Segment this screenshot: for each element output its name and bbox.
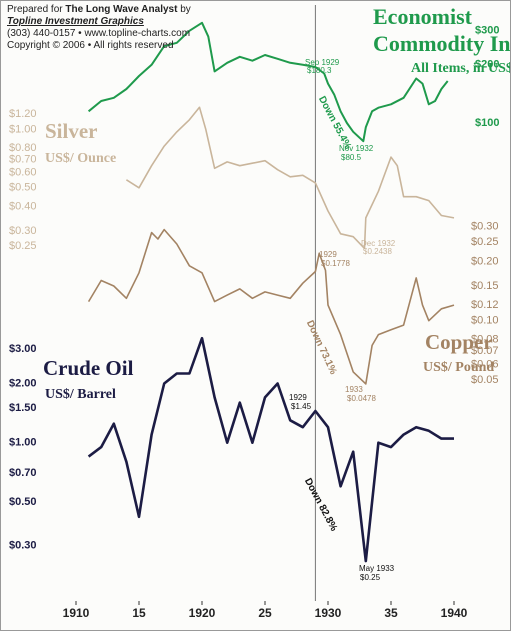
panel-title: Copper xyxy=(425,330,493,354)
x-tick-label: 15 xyxy=(132,606,146,620)
y-tick-label: $100 xyxy=(475,117,499,129)
y-tick-label: $1.50 xyxy=(9,402,37,414)
y-tick-label: $0.70 xyxy=(9,153,37,165)
y-tick-label: $0.70 xyxy=(9,467,37,479)
company: Topline Investment Graphics xyxy=(7,16,191,28)
y-tick-label: $3.00 xyxy=(9,343,37,355)
y-tick-label: $0.30 xyxy=(9,225,37,237)
x-tick-label: 25 xyxy=(258,606,272,620)
y-tick-label: $300 xyxy=(475,25,499,37)
publication: The Long Wave Analyst xyxy=(65,4,178,15)
y-tick-label: $0.80 xyxy=(9,142,37,154)
y-tick-label: $0.25 xyxy=(9,240,37,252)
y-tick-label: $1.00 xyxy=(9,437,37,449)
panel-subtitle: US$/ Pound xyxy=(423,360,494,375)
series-line xyxy=(87,21,449,143)
header: Prepared for The Long Wave Analyst by To… xyxy=(7,4,191,52)
y-tick-label: $0.50 xyxy=(9,496,37,508)
annotation: 1933 xyxy=(345,385,363,394)
annotation: Nov 1932 xyxy=(339,144,374,153)
annotation: Down 82.8% xyxy=(302,476,339,533)
y-tick-label: $2.00 xyxy=(9,377,37,389)
y-tick-label: $0.06 xyxy=(471,358,499,370)
annotation: $0.0478 xyxy=(347,394,376,403)
annotation: $0.2438 xyxy=(363,247,392,256)
panel-subtitle: All Items, in US$ xyxy=(411,61,510,76)
series-line xyxy=(125,106,455,250)
y-tick-label: $0.10 xyxy=(471,315,499,327)
x-tick-label: 1920 xyxy=(189,606,216,620)
x-tick-label: 35 xyxy=(384,606,398,620)
panel-title: Silver xyxy=(45,119,98,143)
annotation: 1929 xyxy=(319,250,337,259)
y-tick-label: $0.50 xyxy=(9,182,37,194)
y-tick-label: $0.20 xyxy=(471,255,499,267)
y-tick-label: $0.12 xyxy=(471,299,499,311)
y-tick-label: $0.05 xyxy=(471,374,499,386)
y-tick-label: $0.30 xyxy=(9,539,37,551)
annotation: Dec 1932 xyxy=(361,239,396,248)
annotation: $80.5 xyxy=(341,153,362,162)
series-line xyxy=(87,336,454,563)
y-tick-label: $0.30 xyxy=(471,221,499,233)
panel-title: Crude Oil xyxy=(43,356,134,380)
annotation: $180.3 xyxy=(307,66,332,75)
annotation: Down 73.1% xyxy=(304,319,339,377)
y-tick-label: $200 xyxy=(475,59,499,71)
annotation: Sep 1929 xyxy=(305,58,340,67)
panel-subtitle: US$/ Ounce xyxy=(45,151,116,166)
header-line: Prepared for The Long Wave Analyst by xyxy=(7,4,191,16)
annotation: $1.45 xyxy=(291,402,312,411)
y-tick-label: $1.20 xyxy=(9,108,37,120)
header-text: Prepared for xyxy=(7,4,63,15)
series-line xyxy=(87,228,455,385)
y-tick-label: $0.25 xyxy=(471,236,499,248)
y-tick-label: $0.40 xyxy=(9,201,37,213)
y-tick-label: $0.60 xyxy=(9,166,37,178)
y-tick-label: $1.00 xyxy=(9,123,37,135)
y-tick-label: $0.15 xyxy=(471,280,499,292)
contact: (303) 440-0157 • www.topline-charts.com xyxy=(7,28,191,39)
company-name: Topline Investment Graphics xyxy=(7,16,144,27)
x-tick-label: 1940 xyxy=(441,606,468,620)
header-text: by xyxy=(180,4,191,15)
panel-title: Economist xyxy=(373,4,473,29)
annotation: 1929 xyxy=(289,393,307,402)
y-tick-label: $0.07 xyxy=(471,345,499,357)
y-tick-label: $0.08 xyxy=(471,334,499,346)
panel-title: Commodity Index xyxy=(373,31,510,56)
annotation: May 1933 xyxy=(359,564,395,573)
copyright: Copyright © 2006 • All rights reserved xyxy=(7,40,174,51)
panel-subtitle: US$/ Barrel xyxy=(45,387,116,402)
annotation: $0.25 xyxy=(360,573,381,582)
x-tick-label: 1930 xyxy=(315,606,342,620)
annotation: $0.1778 xyxy=(321,259,350,268)
x-tick-label: 1910 xyxy=(63,606,90,620)
